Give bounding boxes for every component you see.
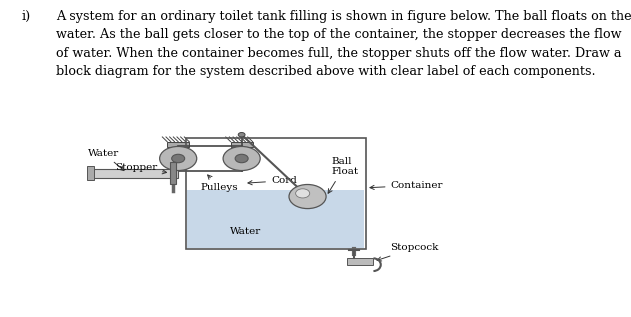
Bar <box>231 142 252 147</box>
Circle shape <box>235 154 248 163</box>
Circle shape <box>160 146 197 171</box>
Circle shape <box>239 133 245 137</box>
Bar <box>93 169 178 178</box>
Bar <box>170 162 176 184</box>
Bar <box>87 166 94 180</box>
Text: Stopper: Stopper <box>115 163 167 174</box>
Circle shape <box>223 146 260 171</box>
Text: Ball
Float: Ball Float <box>328 157 358 193</box>
Text: Water: Water <box>230 227 261 236</box>
Text: A system for an ordinary toilet tank filling is shown in figure below. The ball : A system for an ordinary toilet tank fil… <box>56 10 631 78</box>
Bar <box>167 142 189 147</box>
Text: i): i) <box>22 10 31 23</box>
Bar <box>346 258 374 265</box>
Circle shape <box>295 189 310 198</box>
Bar <box>186 138 366 249</box>
Bar <box>187 190 364 248</box>
Circle shape <box>289 184 326 209</box>
Text: Cord: Cord <box>248 176 297 185</box>
Text: Water: Water <box>88 149 124 171</box>
Text: Container: Container <box>370 181 443 190</box>
Text: Pulleys: Pulleys <box>200 175 238 191</box>
Circle shape <box>172 154 185 163</box>
Text: Stopcock: Stopcock <box>377 243 439 261</box>
